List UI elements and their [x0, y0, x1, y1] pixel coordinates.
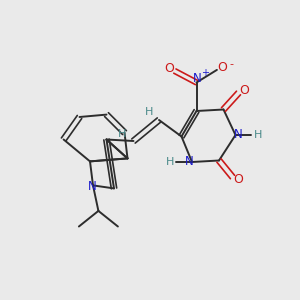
Text: O: O	[240, 84, 249, 97]
Text: O: O	[218, 61, 227, 74]
Text: H: H	[254, 130, 262, 140]
Text: O: O	[234, 173, 243, 186]
Text: -: -	[229, 59, 233, 69]
Text: H: H	[166, 157, 174, 167]
Text: O: O	[164, 62, 174, 75]
Text: +: +	[201, 68, 209, 79]
Text: N: N	[233, 128, 242, 141]
Text: H: H	[145, 106, 154, 117]
Text: H: H	[118, 129, 126, 140]
Text: N: N	[185, 155, 194, 168]
Text: N: N	[88, 179, 97, 193]
Text: N: N	[193, 72, 202, 86]
